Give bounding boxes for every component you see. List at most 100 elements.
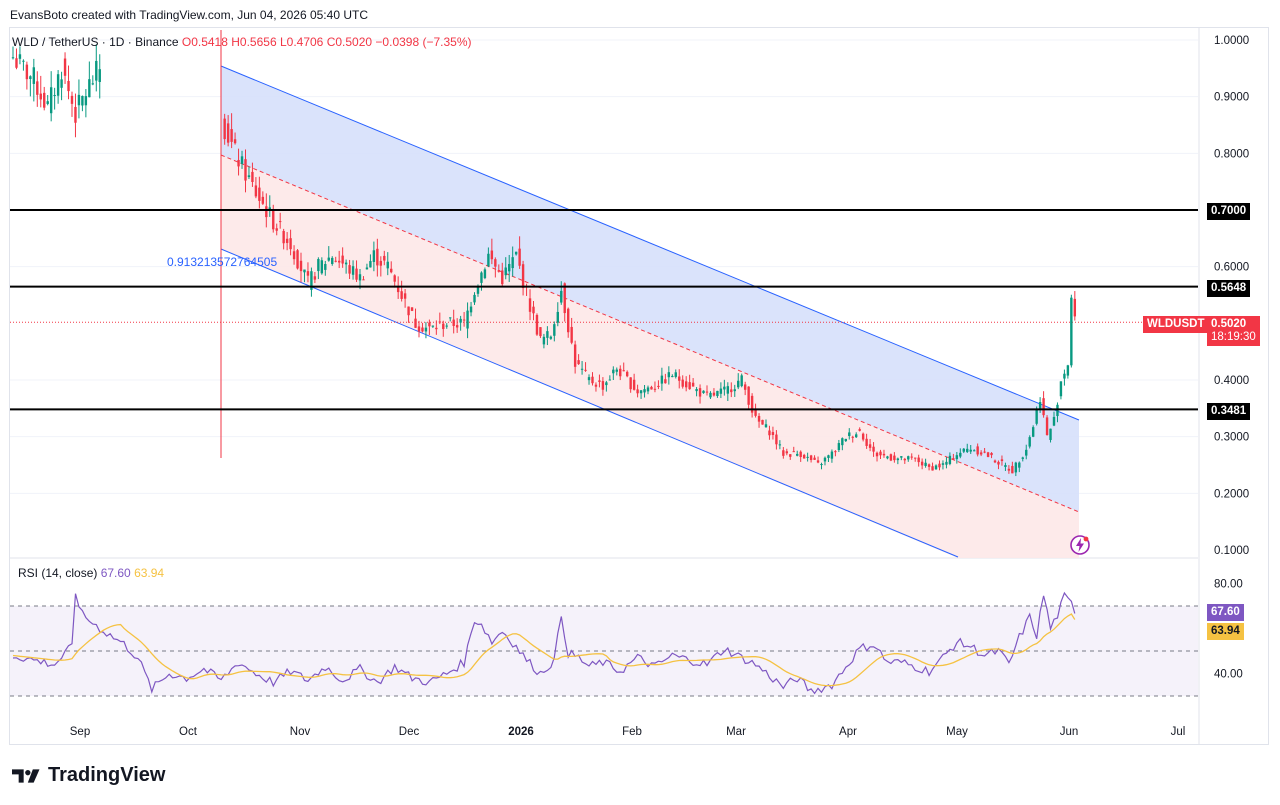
price-tick-label: 0.8000: [1214, 148, 1249, 160]
candle-body: [775, 434, 778, 445]
candle-body: [771, 432, 775, 436]
candle-body: [46, 101, 49, 104]
candle-body: [320, 260, 324, 274]
candle-body: [893, 455, 896, 461]
candle-body: [514, 251, 518, 255]
candle-body: [684, 381, 688, 388]
candle-body: [1063, 373, 1066, 379]
candle-body: [84, 96, 88, 106]
candle-body: [553, 324, 556, 336]
candle-body: [948, 455, 952, 464]
time-tick-label: May: [946, 726, 968, 738]
candle-body: [258, 187, 261, 201]
candle-body: [820, 464, 823, 466]
candle-body: [296, 250, 299, 269]
candle-body: [979, 452, 983, 455]
candle-body: [809, 455, 813, 461]
candle-body: [532, 306, 535, 314]
candle-body: [875, 452, 879, 457]
candle-body: [556, 311, 559, 323]
candle-body: [879, 451, 882, 456]
candle-body: [317, 259, 320, 272]
candle-body: [1045, 417, 1049, 435]
candle-body: [997, 461, 1000, 465]
candle-body: [348, 265, 351, 274]
candle-body: [88, 79, 91, 98]
rsi-line: [12, 591, 1076, 695]
symbol-legend[interactable]: WLD / TetherUS · 1D · Binance O0.5418 H0…: [12, 35, 472, 49]
candle-body: [442, 323, 445, 330]
candle-body: [678, 376, 681, 381]
rsi-title[interactable]: RSI (14, close): [18, 566, 98, 580]
candle-body: [910, 456, 913, 458]
price-tick-label: 0.9000: [1214, 92, 1249, 104]
symbol-name[interactable]: WLD / TetherUS · 1D · Binance: [12, 35, 179, 49]
candle-body: [639, 390, 643, 394]
candle-body: [577, 360, 580, 365]
candle-body: [1038, 402, 1042, 409]
candle-body: [230, 129, 233, 142]
candle-body: [265, 206, 268, 218]
candle-body: [584, 369, 587, 371]
candle-body: [931, 466, 934, 471]
ohlc-high: H0.5656: [231, 35, 277, 49]
candle-body: [244, 159, 247, 181]
candle-body: [1011, 465, 1014, 474]
time-tick-label: Sep: [70, 726, 90, 738]
tradingview-logo[interactable]: TradingView: [12, 764, 165, 787]
candle-body: [799, 451, 802, 458]
candle-body: [667, 372, 671, 378]
candle-body: [535, 314, 539, 335]
candle-body: [1014, 462, 1018, 473]
lightning-icon[interactable]: [1069, 534, 1091, 556]
candle-body: [945, 461, 948, 465]
candle-body: [435, 327, 438, 330]
candle-body: [331, 257, 334, 264]
candle-body: [920, 461, 924, 466]
candle-body: [580, 368, 584, 370]
candle-body: [91, 83, 95, 85]
candle-body: [289, 238, 292, 250]
candle-body: [941, 463, 945, 465]
candle-body: [664, 379, 667, 384]
rsi-legend[interactable]: RSI (14, close) 67.60 63.94: [18, 566, 164, 580]
candle-body: [337, 260, 341, 263]
candle-body: [695, 389, 698, 392]
candle-body: [747, 386, 750, 405]
candle-body: [299, 260, 303, 272]
candle-body: [608, 379, 612, 381]
candle-body: [698, 388, 702, 397]
time-tick-label: Nov: [290, 726, 311, 738]
candle-body: [1059, 381, 1063, 397]
candle-body: [459, 318, 462, 323]
candle-body: [872, 446, 875, 452]
candle-body: [792, 451, 795, 453]
candle-body: [782, 450, 785, 456]
candle-body: [993, 460, 997, 463]
candle-body: [966, 448, 969, 452]
candle-body: [830, 451, 834, 459]
candle-body: [386, 261, 389, 269]
candle-body: [1000, 459, 1004, 462]
candle-body: [671, 376, 674, 378]
candle-body: [539, 327, 542, 337]
candle-body: [15, 58, 18, 68]
candle-body: [612, 369, 615, 374]
candle-body: [49, 87, 53, 114]
candle-body: [18, 54, 22, 59]
channel-upper-line: [220, 65, 1080, 421]
candle-body: [962, 448, 965, 452]
candle-body: [896, 458, 900, 461]
candle-body: [907, 456, 910, 460]
candle-body: [986, 452, 990, 457]
candle-body: [449, 317, 452, 319]
candle-body: [36, 81, 39, 95]
last-price-value: 0.5020: [1211, 318, 1247, 330]
candle-body: [424, 327, 428, 332]
candle-body: [285, 238, 289, 243]
candle-body: [688, 382, 691, 390]
candle-body: [421, 327, 424, 332]
candle-body: [591, 376, 594, 384]
tradingview-logo-icon: [12, 768, 40, 783]
